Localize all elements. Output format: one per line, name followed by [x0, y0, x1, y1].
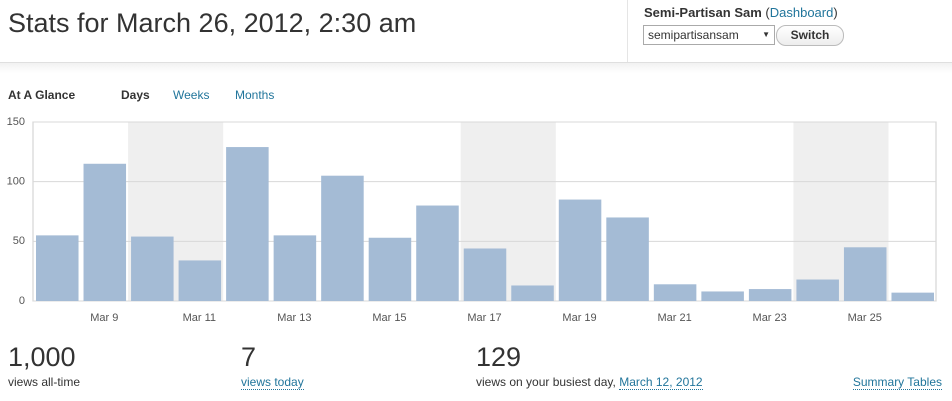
select-arrow: ▼ [762, 30, 770, 39]
tab-months[interactable]: Months [235, 88, 275, 102]
x-tick-label: Mar 25 [848, 312, 882, 324]
select-text: semipartisansam [648, 28, 739, 42]
bar [368, 237, 412, 301]
stat-label: views all-time [8, 375, 81, 389]
bar [606, 217, 649, 301]
y-tick-label: 50 [13, 235, 25, 247]
bar [226, 147, 269, 301]
stat-label: views on your busiest day, [476, 375, 616, 389]
y-tick-label: 0 [19, 295, 25, 307]
bar [558, 199, 602, 301]
bar [321, 175, 364, 301]
bar [511, 285, 554, 301]
y-tick-label: 150 [7, 116, 25, 128]
user-name: Semi-Partisan Sam [644, 5, 762, 20]
x-tick-label: Mar 11 [183, 312, 216, 324]
stat-value: 129 [476, 342, 522, 372]
x-tick-label: Mar 17 [467, 312, 501, 324]
stat-link[interactable]: views today [241, 375, 304, 390]
x-tick-label: Mar 13 [277, 312, 311, 324]
user-line: Semi-Partisan Sam (Dashboard) [644, 5, 838, 20]
dashboard-link[interactable]: Dashboard [769, 5, 834, 20]
bar [273, 235, 317, 301]
bar [843, 247, 887, 301]
bar [701, 291, 744, 301]
bar [653, 284, 697, 301]
tab-days[interactable]: Days [121, 88, 150, 102]
bar [748, 289, 792, 301]
bar [83, 163, 127, 301]
bar [463, 248, 507, 301]
chart: 0 50 100 150 Mar 9 Mar 11 Mar 13 Mar 15 Mar 17 Ma… [7, 116, 937, 324]
blog-select[interactable]: semipartisansam ▼ [643, 25, 775, 45]
stat-value: 1,000 [8, 342, 76, 372]
bar [891, 292, 934, 301]
page-title: Stats for March 26, 2012, 2:30 am [8, 8, 417, 38]
busiest-day-link[interactable]: March 12, 2012 [619, 375, 703, 390]
paren: ) [833, 5, 838, 20]
tab-label: At A Glance [8, 88, 76, 102]
x-tick-label: Mar 19 [562, 312, 596, 324]
x-tick-label: Mar 21 [657, 312, 691, 324]
switch-button[interactable]: Switch [776, 25, 844, 46]
paren: ( [765, 5, 770, 20]
stat-value: 7 [241, 342, 257, 372]
tab-weeks[interactable]: Weeks [173, 88, 210, 102]
x-tick-label: Mar 23 [753, 312, 787, 324]
bar [416, 205, 459, 301]
bar [36, 235, 79, 301]
user-panel [627, 0, 952, 62]
bar [796, 279, 839, 301]
stat-line: views on your busiest day, March 12, 201… [476, 375, 703, 390]
x-tick-label: Mar 15 [372, 312, 406, 324]
band [0, 63, 952, 73]
summary-tables-link[interactable]: Summary Tables [852, 375, 942, 390]
bar [178, 260, 222, 301]
bar [131, 236, 174, 301]
x-tick-label: Mar 9 [90, 312, 118, 324]
y-tick-label: 100 [7, 176, 25, 188]
